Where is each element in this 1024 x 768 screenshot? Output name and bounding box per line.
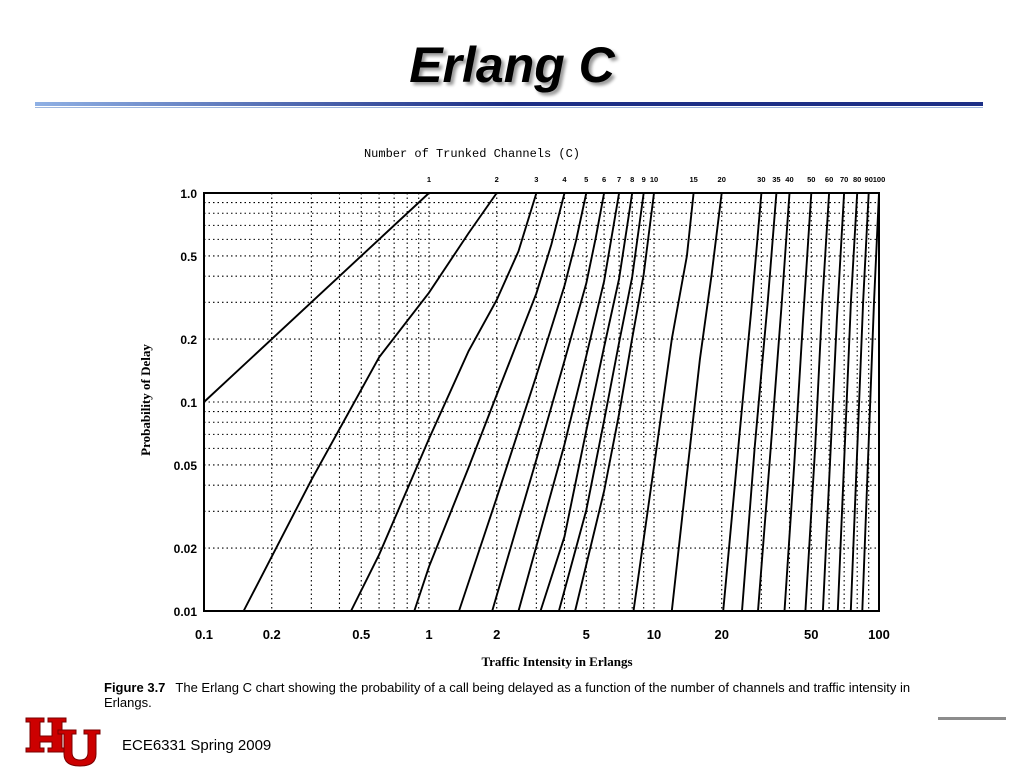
channel-label: 3 — [534, 175, 538, 184]
x-tick-label: 20 — [714, 627, 728, 642]
y-tick-label: 0.2 — [180, 333, 197, 347]
x-tick-label: 100 — [868, 627, 890, 642]
chart-grid — [204, 193, 879, 611]
curve-c-40 — [757, 192, 791, 612]
x-tick-label: 5 — [583, 627, 590, 642]
curve-c-1 — [203, 192, 430, 403]
channel-labels: 1 2 3 4 5 6 7 8 9 10 15 20 30 35 40 50 60 70 80 90 100 — [427, 175, 885, 184]
curve-c-7 — [517, 192, 621, 612]
channel-label: 70 — [840, 175, 848, 184]
channel-label: 20 — [718, 175, 726, 184]
x-tick-label: 2 — [493, 627, 500, 642]
x-tick-label: 0.1 — [195, 627, 213, 642]
x-tick-label: 0.5 — [352, 627, 370, 642]
uh-logo — [25, 717, 101, 767]
curve-c-5 — [458, 192, 588, 612]
channel-label: 6 — [602, 175, 606, 184]
channel-label: 2 — [495, 175, 499, 184]
curve-c-35 — [741, 192, 778, 612]
slide-title: Erlang C — [409, 37, 615, 93]
channel-label: 9 — [642, 175, 646, 184]
y-tick-label: 1.0 — [180, 187, 197, 201]
curve-c-4 — [413, 192, 566, 612]
channel-label: 90 — [865, 175, 873, 184]
curve-c-70 — [821, 192, 846, 612]
title-rule — [35, 102, 983, 108]
chart-tick-labels: 0.1 0.2 0.5 1 2 5 10 20 50 100 1.0 0.5 0.2 0.1 0.05 0.0… — [174, 187, 890, 642]
curve-c-30 — [722, 192, 763, 612]
x-tick-label: 50 — [804, 627, 818, 642]
channel-label: 7 — [617, 175, 621, 184]
channel-label: 1 — [427, 175, 431, 184]
y-tick-label: 0.5 — [180, 250, 197, 264]
y-tick-label: 0.02 — [174, 542, 198, 556]
plot-frame — [203, 192, 880, 612]
curve-c-6 — [491, 192, 606, 612]
figure-label: Figure 3.7 — [104, 680, 166, 695]
curve-c-2 — [242, 192, 498, 612]
curve-c-100 — [861, 192, 880, 612]
curve-c-15 — [632, 192, 695, 612]
x-tick-label: 1 — [425, 627, 432, 642]
curve-c-60 — [804, 192, 831, 612]
y-tick-label: 0.1 — [180, 396, 197, 410]
x-tick-label: 0.2 — [263, 627, 281, 642]
x-tick-label: 10 — [647, 627, 661, 642]
x-axis-label: Traffic Intensity in Erlangs — [481, 654, 632, 669]
curve-c-20 — [670, 192, 723, 612]
curve-c-50 — [783, 192, 813, 612]
channel-label: 5 — [584, 175, 588, 184]
figure-caption: Figure 3.7 The Erlang C chart showing the… — [104, 680, 934, 710]
channel-label: 30 — [757, 175, 765, 184]
channel-label: 80 — [853, 175, 861, 184]
footer-rule — [938, 717, 1006, 720]
y-tick-label: 0.01 — [174, 605, 198, 619]
curve-c-8 — [539, 192, 634, 612]
figure-caption-text: The Erlang C chart showing the probabili… — [104, 680, 911, 710]
curve-c-10 — [574, 192, 655, 612]
channel-label: 40 — [785, 175, 793, 184]
curve-c-3 — [350, 192, 538, 612]
curve-c-9 — [557, 192, 645, 612]
channel-label: 50 — [807, 175, 815, 184]
curve-c-80 — [836, 192, 859, 612]
channel-label: 35 — [772, 175, 780, 184]
channel-label: 4 — [562, 175, 567, 184]
channel-label: 10 — [650, 175, 658, 184]
y-axis-label: Probability of Delay — [138, 344, 153, 456]
footer-course-label: ECE6331 Spring 2009 — [122, 737, 272, 754]
chart-curves — [203, 192, 880, 612]
channel-label: 100 — [873, 175, 886, 184]
channel-label: 8 — [630, 175, 634, 184]
channel-label: 60 — [825, 175, 833, 184]
erlang-c-chart: 0.1 0.2 0.5 1 2 5 10 20 50 100 1.0 0.5 0.2 0.1 0.05 0.0… — [138, 147, 890, 669]
curve-c-90 — [849, 192, 870, 612]
chart-title: Number of Trunked Channels (C) — [364, 147, 580, 161]
y-tick-label: 0.05 — [174, 459, 198, 473]
channel-label: 15 — [689, 175, 697, 184]
